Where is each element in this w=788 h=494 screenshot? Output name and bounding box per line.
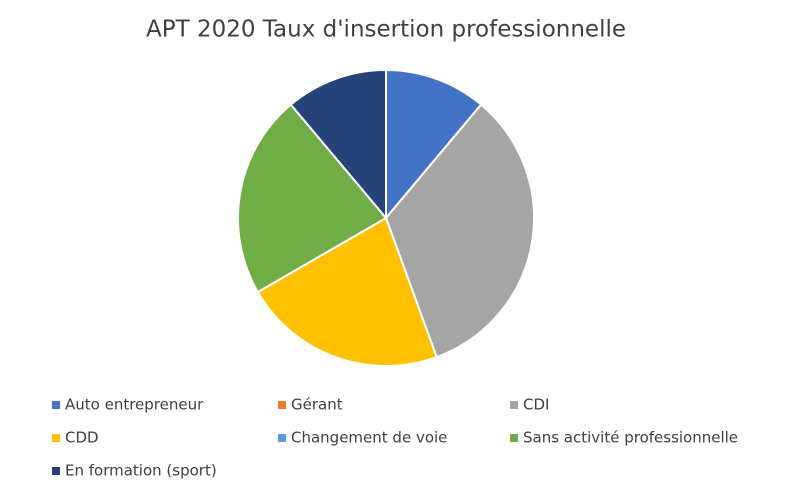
pie-slice — [385, 68, 483, 221]
chart-title: APT 2020 Taux d'insertion professionnell… — [146, 17, 626, 43]
pie-slice — [256, 216, 438, 367]
legend-swatch — [278, 401, 286, 409]
legend-swatch — [52, 401, 60, 409]
legend-swatch — [278, 434, 286, 442]
legend-swatch — [510, 401, 518, 409]
legend-label: En formation (sport) — [65, 462, 217, 480]
legend-swatch — [52, 434, 60, 442]
legend-label: Sans activité professionnelle — [523, 429, 738, 447]
legend-label: CDD — [65, 429, 99, 447]
legend-label: Changement de voie — [291, 429, 447, 447]
legend-label: Gérant — [291, 396, 343, 414]
pie-slice — [237, 103, 388, 294]
legend-label: Auto entrepreneur — [65, 396, 204, 414]
legend-label: CDI — [523, 396, 549, 414]
pie-slice — [289, 68, 387, 221]
legend-swatch — [52, 467, 60, 475]
legend-swatch — [510, 434, 518, 442]
pie-slice — [384, 103, 535, 359]
